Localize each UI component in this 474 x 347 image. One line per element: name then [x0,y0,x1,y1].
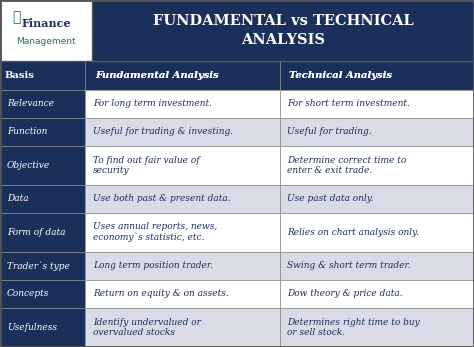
Text: FUNDAMENTAL vs TECHNICAL
ANALYSIS: FUNDAMENTAL vs TECHNICAL ANALYSIS [153,14,414,46]
Bar [0,185,85,213]
Bar [85,118,280,146]
Bar [0,213,85,252]
Text: Return on equity & on assets.: Return on equity & on assets. [93,289,229,298]
Bar [0,308,85,347]
Bar [0,146,85,185]
Text: Function: Function [7,127,47,136]
Text: Data: Data [7,194,28,203]
Bar [85,185,280,213]
Text: Useful for trading & investing.: Useful for trading & investing. [93,127,233,136]
Bar [0,252,85,280]
Text: Objective: Objective [7,161,50,170]
Bar [85,308,280,347]
Text: Basis: Basis [4,71,34,79]
Text: Finance: Finance [21,18,71,28]
Bar [280,90,474,118]
Text: Uses annual reports, news,
economy`s statistic, etc.: Uses annual reports, news, economy`s sta… [93,222,218,242]
Text: Fundamental Analysis: Fundamental Analysis [95,71,219,79]
Text: Identify undervalued or
overvalued stocks: Identify undervalued or overvalued stock… [93,318,201,337]
Text: Long term position trader.: Long term position trader. [93,261,213,270]
Bar [85,213,280,252]
Bar [280,146,474,185]
Bar [92,0,474,61]
Text: Determines right time to buy
or sell stock.: Determines right time to buy or sell sto… [287,318,420,337]
Bar [280,185,474,213]
Text: Useful for trading.: Useful for trading. [287,127,372,136]
Bar [85,61,280,90]
Text: For long term investment.: For long term investment. [93,99,212,108]
Bar [0,280,85,308]
Bar [0,118,85,146]
Text: For short term investment.: For short term investment. [287,99,410,108]
Bar [85,280,280,308]
Bar [85,146,280,185]
Text: Form of data: Form of data [7,228,65,237]
Bar [280,61,474,90]
Text: Use past data only.: Use past data only. [287,194,374,203]
Text: Use both past & present data.: Use both past & present data. [93,194,231,203]
Text: Swing & short term trader.: Swing & short term trader. [287,261,411,270]
Text: Fundamental Analysis: Fundamental Analysis [95,71,219,79]
Bar [280,280,474,308]
Bar [85,252,280,280]
Bar [0,61,85,90]
Text: Concepts: Concepts [7,289,49,298]
Text: Usefulness: Usefulness [7,323,57,332]
Bar [0,90,85,118]
Text: Trader`s type: Trader`s type [7,261,70,271]
Text: Dow theory & price data.: Dow theory & price data. [287,289,403,298]
Text: Technical Analysis: Technical Analysis [289,71,392,79]
Bar [280,213,474,252]
Bar [0,0,474,61]
Text: Technical Analysis: Technical Analysis [289,71,392,79]
Bar [280,252,474,280]
Text: 🦅: 🦅 [12,10,21,24]
Text: To find out fair value of
security: To find out fair value of security [93,155,200,175]
Bar [280,118,474,146]
Text: Relevance: Relevance [7,99,54,108]
Bar [0,0,92,61]
Bar [280,308,474,347]
Text: Management: Management [17,37,76,46]
Text: Relies on chart analysis only.: Relies on chart analysis only. [287,228,419,237]
Text: Determine correct time to
enter & exit trade.: Determine correct time to enter & exit t… [287,155,407,175]
Bar [85,90,280,118]
